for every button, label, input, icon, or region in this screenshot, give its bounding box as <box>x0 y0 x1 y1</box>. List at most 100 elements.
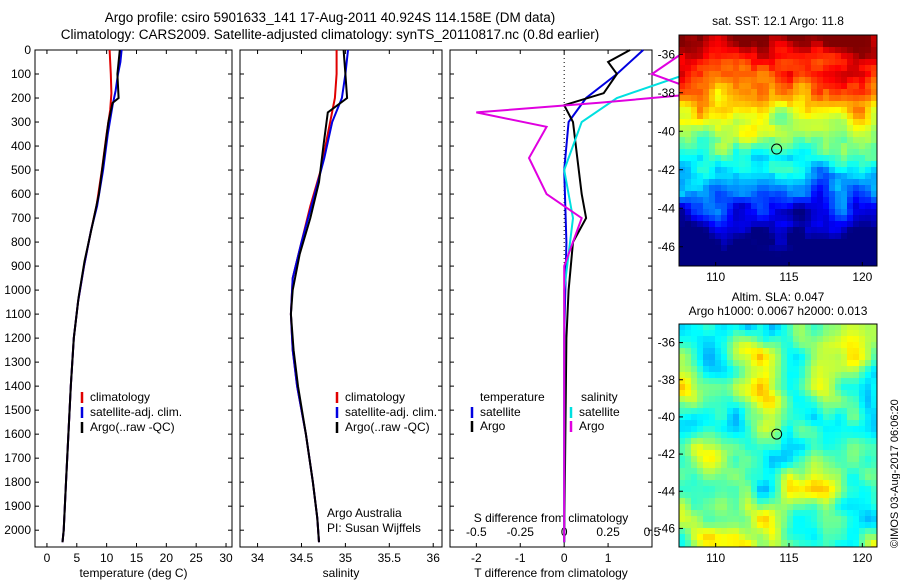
map-cell <box>817 486 823 492</box>
map-cell <box>757 221 763 227</box>
map-cell <box>691 71 697 77</box>
map-cell <box>841 390 847 396</box>
map-cell <box>769 396 775 402</box>
map-cell <box>763 492 769 498</box>
map-cell <box>739 450 745 456</box>
map-cell <box>853 348 859 354</box>
map-cell <box>847 330 853 336</box>
map-cell <box>769 444 775 450</box>
map-cell <box>781 179 787 185</box>
map-cell <box>697 227 703 233</box>
map-cell <box>781 414 787 420</box>
map-cell <box>859 354 865 360</box>
map-cell <box>781 420 787 426</box>
map-cell <box>709 35 715 41</box>
map-cell <box>775 59 781 65</box>
map-cell <box>871 444 877 450</box>
map-cell <box>775 251 781 257</box>
map-cell <box>769 251 775 257</box>
y-tick-label: 900 <box>11 259 31 273</box>
map-cell <box>865 324 871 330</box>
map-cell <box>841 83 847 89</box>
map-cell <box>787 456 793 462</box>
map-cell <box>853 131 859 137</box>
map-cell <box>793 522 799 528</box>
map-cell <box>871 342 877 348</box>
map-cell <box>685 342 691 348</box>
map-cell <box>739 468 745 474</box>
map-cell <box>805 510 811 516</box>
map-cell <box>793 155 799 161</box>
map-cell <box>799 492 805 498</box>
map-cell <box>679 239 685 245</box>
map-cell <box>727 450 733 456</box>
map-cell <box>739 510 745 516</box>
map-cell <box>793 149 799 155</box>
map-cell <box>775 432 781 438</box>
map-cell <box>793 173 799 179</box>
map-cell <box>841 77 847 83</box>
map-cell <box>703 83 709 89</box>
map-cell <box>859 209 865 215</box>
map-cell <box>769 119 775 125</box>
map-cell <box>871 149 877 155</box>
map-cell <box>751 41 757 47</box>
map-cell <box>697 492 703 498</box>
map-cell <box>715 89 721 95</box>
map-cell <box>859 324 865 330</box>
map-cell <box>685 528 691 534</box>
map-cell <box>715 468 721 474</box>
legend-label: satellite-adj. clim. <box>90 405 182 419</box>
map-cell <box>805 47 811 53</box>
map-cell <box>799 245 805 251</box>
map-cell <box>691 221 697 227</box>
map-cell <box>829 486 835 492</box>
map-cell <box>859 342 865 348</box>
map-cell <box>745 221 751 227</box>
map-cell <box>853 119 859 125</box>
map-cell <box>721 53 727 59</box>
map-cell <box>733 456 739 462</box>
map-cell <box>685 125 691 131</box>
map-cell <box>859 125 865 131</box>
map-cell <box>817 47 823 53</box>
map-cell <box>727 468 733 474</box>
map-cell <box>775 257 781 263</box>
map-cell <box>697 480 703 486</box>
map-cell <box>841 342 847 348</box>
map-cell <box>727 245 733 251</box>
map-cell <box>769 167 775 173</box>
map-cell <box>739 83 745 89</box>
map-cell <box>793 450 799 456</box>
map-cell <box>751 233 757 239</box>
map-cell <box>775 414 781 420</box>
map-cell <box>781 342 787 348</box>
map-cell <box>715 510 721 516</box>
map-cell <box>829 107 835 113</box>
map-cell <box>703 215 709 221</box>
map-cell <box>733 492 739 498</box>
map-cell <box>793 390 799 396</box>
map-cell <box>847 197 853 203</box>
map-cell <box>853 125 859 131</box>
map-cell <box>775 143 781 149</box>
map-cell <box>781 366 787 372</box>
x-tick-label-salinity: -0.5 <box>466 525 487 539</box>
map-cell <box>847 432 853 438</box>
map-cell <box>853 251 859 257</box>
map-cell <box>793 456 799 462</box>
map-cell <box>853 396 859 402</box>
map-cell <box>835 540 841 546</box>
map-cell <box>763 390 769 396</box>
map-cell <box>811 65 817 71</box>
map-cell <box>853 510 859 516</box>
y-tick-label: -46 <box>658 240 676 254</box>
map-cell <box>769 41 775 47</box>
map-cell <box>787 155 793 161</box>
map-cell <box>679 125 685 131</box>
map-cell <box>847 143 853 149</box>
y-tick-label: -36 <box>658 47 676 61</box>
map-cell <box>727 426 733 432</box>
map-cell <box>703 420 709 426</box>
map-cell <box>871 89 877 95</box>
